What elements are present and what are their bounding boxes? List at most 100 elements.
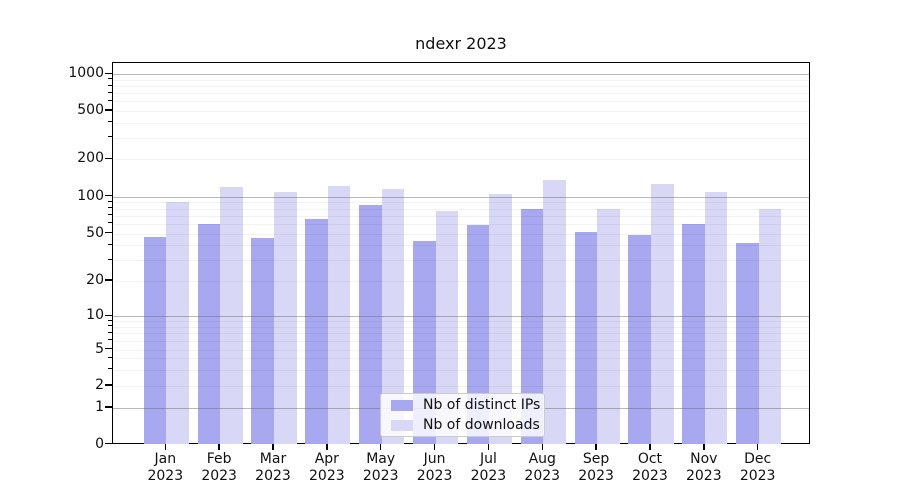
minor-gridline bbox=[113, 321, 809, 323]
y-tick-mark bbox=[105, 194, 112, 197]
x-tick-label: Dec 2023 bbox=[739, 451, 776, 484]
x-tick-label: May 2023 bbox=[362, 451, 399, 484]
x-tick-mark bbox=[326, 444, 328, 450]
x-tick-mark bbox=[379, 444, 382, 450]
legend-label: Nb of downloads bbox=[423, 416, 540, 433]
bar-distinct-ips bbox=[520, 208, 544, 445]
x-tick-mark bbox=[272, 444, 274, 450]
major-gridline bbox=[113, 316, 809, 318]
bar-distinct-ips bbox=[197, 223, 221, 445]
y-tick-mark bbox=[105, 109, 112, 111]
major-gridline bbox=[113, 74, 809, 76]
x-tick-label: Feb 2023 bbox=[201, 451, 237, 484]
y-tick-label: 200 bbox=[77, 150, 104, 167]
bar-downloads bbox=[650, 184, 674, 445]
y-tick-mark bbox=[105, 279, 112, 281]
major-gridline bbox=[113, 196, 809, 198]
legend-entry: Nb of distinct IPs bbox=[389, 397, 540, 414]
y-tick-mark bbox=[105, 231, 112, 234]
bar-downloads bbox=[220, 187, 243, 445]
x-tick-mark bbox=[433, 444, 436, 450]
bar-downloads bbox=[758, 209, 782, 445]
bar-downloads bbox=[489, 194, 512, 445]
legend-swatch bbox=[391, 399, 413, 411]
y-tick-label: 5 bbox=[95, 340, 104, 357]
y-tick-label: 2 bbox=[95, 377, 104, 393]
bar-distinct-ips bbox=[682, 223, 705, 445]
x-tick-label: Jun 2023 bbox=[416, 451, 453, 484]
minor-gridline bbox=[113, 202, 809, 204]
plot-area: Nb of distinct IPs Nb of downloads bbox=[112, 62, 810, 445]
minor-gridline bbox=[113, 122, 809, 124]
legend: Nb of distinct IPs Nb of downloads bbox=[380, 393, 545, 437]
bar-downloads bbox=[597, 209, 620, 445]
y-tick-label: 1 bbox=[95, 399, 104, 415]
x-tick-mark bbox=[649, 444, 651, 450]
y-tick-label: 100 bbox=[77, 187, 104, 204]
bar-distinct-ips bbox=[305, 218, 328, 445]
y-tick-mark bbox=[105, 442, 112, 445]
y-tick-mark bbox=[105, 384, 112, 386]
x-tick-mark bbox=[595, 444, 597, 450]
bar-downloads bbox=[435, 211, 459, 445]
x-tick-mark bbox=[541, 444, 543, 450]
minor-gridline bbox=[113, 86, 809, 88]
legend-entry: Nb of downloads bbox=[389, 417, 540, 434]
bar-distinct-ips bbox=[466, 224, 490, 445]
legend-swatch bbox=[391, 419, 413, 431]
y-tick-mark bbox=[105, 157, 112, 160]
bar-distinct-ips bbox=[574, 231, 598, 445]
minor-gridline bbox=[113, 215, 809, 217]
minor-gridline bbox=[113, 245, 809, 247]
minor-gridline bbox=[113, 233, 809, 235]
y-tick-label: 1000 bbox=[68, 65, 104, 82]
bar-distinct-ips bbox=[359, 204, 382, 445]
y-tick-label: 50 bbox=[86, 224, 104, 241]
x-tick-mark bbox=[164, 444, 167, 450]
y-tick-mark bbox=[105, 314, 112, 317]
minor-gridline bbox=[113, 326, 809, 328]
bar-downloads bbox=[327, 185, 351, 445]
minor-gridline bbox=[113, 137, 809, 139]
x-tick-mark bbox=[703, 444, 705, 450]
minor-gridline bbox=[113, 369, 809, 371]
minor-gridline bbox=[113, 93, 809, 95]
bar-distinct-ips bbox=[628, 234, 651, 445]
legend-label: Nb of distinct IPs bbox=[423, 396, 541, 413]
bar-distinct-ips bbox=[736, 242, 759, 445]
x-tick-label: Aug 2023 bbox=[524, 451, 561, 484]
x-tick-label: Apr 2023 bbox=[309, 451, 345, 484]
bar-downloads bbox=[274, 191, 297, 445]
x-tick-label: Sep 2023 bbox=[578, 451, 614, 484]
x-tick-label: Oct 2023 bbox=[632, 451, 668, 484]
y-tick-mark bbox=[105, 347, 112, 350]
y-tick-mark bbox=[105, 72, 112, 75]
minor-gridline bbox=[113, 208, 809, 210]
bar-downloads bbox=[166, 202, 189, 445]
bar-downloads bbox=[381, 188, 405, 445]
minor-gridline bbox=[113, 333, 809, 335]
x-tick-label: Jul 2023 bbox=[470, 451, 507, 484]
y-tick-label: 0 bbox=[95, 435, 104, 452]
minor-gridline bbox=[113, 223, 809, 225]
minor-gridline bbox=[113, 159, 809, 161]
chart-title: ndexr 2023 bbox=[415, 34, 507, 53]
minor-gridline bbox=[113, 79, 809, 81]
minor-gridline bbox=[113, 101, 809, 103]
x-tick-mark bbox=[487, 444, 490, 450]
minor-gridline bbox=[113, 349, 809, 351]
bar-downloads bbox=[543, 180, 566, 445]
x-tick-label: Jan 2023 bbox=[147, 451, 184, 484]
minor-gridline bbox=[113, 340, 809, 342]
minor-gridline bbox=[113, 386, 809, 387]
minor-gridline bbox=[113, 358, 809, 360]
y-tick-label: 500 bbox=[77, 102, 104, 118]
minor-gridline bbox=[113, 260, 809, 262]
x-tick-label: Mar 2023 bbox=[255, 451, 291, 484]
minor-gridline bbox=[113, 281, 809, 282]
minor-gridline bbox=[113, 111, 809, 112]
y-tick-mark bbox=[105, 406, 112, 408]
x-tick-mark bbox=[756, 444, 759, 450]
x-tick-mark bbox=[218, 444, 220, 450]
bar-distinct-ips bbox=[143, 236, 167, 445]
